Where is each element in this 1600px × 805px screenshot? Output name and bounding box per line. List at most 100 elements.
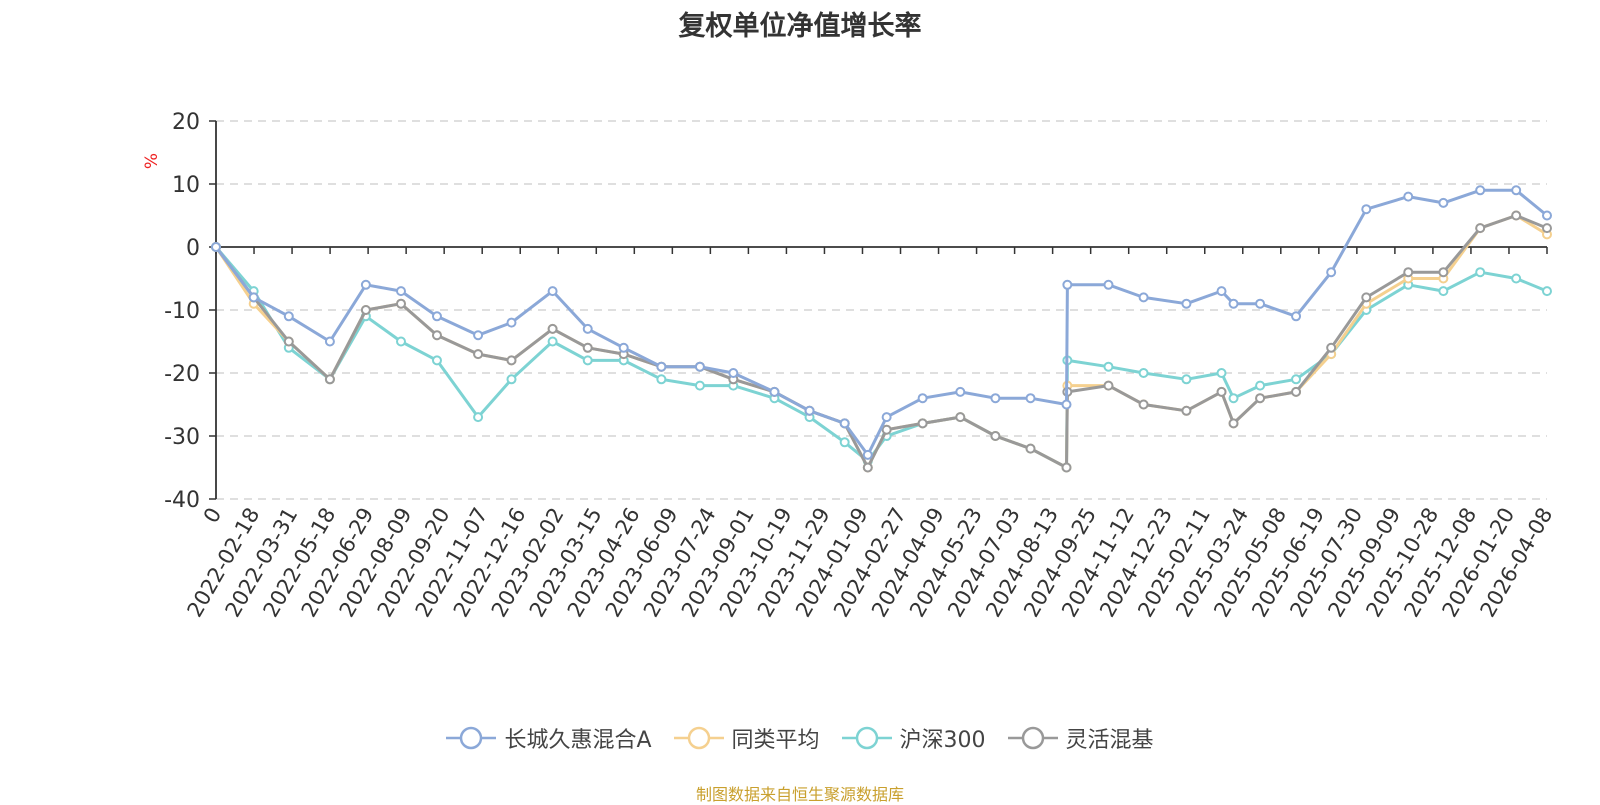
data-point [955, 412, 966, 423]
data-point [1475, 267, 1486, 278]
data-point [917, 418, 928, 429]
data-point [1103, 279, 1114, 290]
data-point [1228, 298, 1239, 309]
data-point [1062, 279, 1073, 290]
y-tick-label: 20 [172, 110, 200, 135]
data-point [1511, 273, 1522, 284]
data-point [694, 380, 705, 391]
data-point [1255, 380, 1266, 391]
x-tick-label: 0 [199, 504, 226, 528]
data-point [1061, 462, 1072, 473]
data-point [1138, 368, 1149, 378]
data-point [917, 393, 928, 404]
legend-label: 灵活混基 [1065, 728, 1154, 753]
data-point [547, 323, 558, 334]
data-point [396, 336, 407, 347]
data-point [694, 361, 705, 372]
data-point [582, 323, 593, 334]
data-point [728, 368, 739, 378]
data-point [473, 412, 484, 423]
data-point [473, 349, 484, 360]
y-axis-label: % [142, 153, 162, 169]
data-point [1228, 418, 1239, 429]
data-point [211, 242, 221, 252]
legend: 长城久惠混合A 同类平均 沪深300 灵活混基 [0, 722, 1600, 754]
tick-labels: 20100-10-20-30-4002022-02-182022-03-3120… [164, 110, 1557, 621]
data-point [990, 431, 1001, 441]
data-point [1511, 185, 1522, 196]
legend-label: 同类平均 [731, 728, 820, 753]
data-point [1025, 443, 1036, 454]
data-point [283, 311, 294, 322]
data-point [1475, 185, 1486, 196]
data-point [360, 279, 371, 290]
data-point [1291, 311, 1302, 322]
data-point [1542, 286, 1552, 297]
data-point [1438, 267, 1449, 278]
legend-circle-icon [446, 726, 497, 750]
data-point [618, 342, 629, 353]
data-point [283, 336, 294, 347]
data-point [547, 286, 558, 297]
data-point [1216, 386, 1227, 397]
data-point [839, 437, 850, 448]
data-point [1181, 298, 1192, 309]
data-point [506, 374, 517, 385]
data-point [1403, 191, 1414, 202]
data-point [396, 286, 407, 297]
series-line-0 [214, 188, 1548, 457]
legend-circle-icon [673, 726, 724, 750]
y-tick-label: 10 [172, 173, 200, 198]
data-point [1103, 361, 1114, 372]
data-point [1542, 223, 1552, 234]
data-point [396, 298, 407, 309]
data-point [839, 418, 850, 429]
data-point [769, 386, 780, 397]
grid-lines [216, 120, 1547, 500]
source-note: 制图数据来自恒生聚源数据库 [695, 785, 904, 804]
data-point [1138, 399, 1149, 410]
data-point [656, 361, 667, 372]
data-point [582, 355, 593, 366]
data-point [1511, 210, 1522, 221]
data-point [360, 305, 371, 315]
data-point [1138, 292, 1149, 303]
legend-item-0[interactable]: 长城久惠混合A [446, 722, 652, 754]
data-point [1475, 223, 1486, 234]
data-point [506, 355, 517, 366]
data-point [1438, 197, 1449, 208]
data-point [324, 374, 335, 385]
data-point [804, 405, 815, 416]
data-point [1542, 210, 1552, 221]
data-point [1403, 267, 1414, 278]
data-point [1255, 393, 1266, 404]
legend-item-2[interactable]: 沪深300 [841, 722, 986, 754]
data-point [656, 374, 667, 385]
y-tick-label: 0 [186, 236, 200, 261]
data-point [248, 292, 259, 303]
series-line-3 [214, 214, 1548, 469]
data-point [990, 393, 1001, 404]
data-point [1291, 386, 1302, 397]
data-point [1228, 393, 1239, 404]
data-point [862, 462, 873, 473]
data-point [1025, 393, 1036, 404]
legend-item-3[interactable]: 灵活混基 [1007, 722, 1154, 754]
data-point [1361, 204, 1372, 215]
data-point [1103, 380, 1114, 391]
y-tick-label: -20 [164, 362, 200, 387]
data-point [473, 330, 484, 341]
chart-title: 复权单位净值增长率 [678, 11, 922, 42]
data-point [862, 449, 873, 460]
data-point [1361, 292, 1372, 303]
data-point [1291, 374, 1302, 385]
data-point [1216, 368, 1227, 378]
y-tick-label: -10 [164, 299, 200, 324]
data-point [1181, 374, 1192, 385]
data-point [547, 336, 558, 347]
y-tick-label: -30 [164, 425, 200, 450]
legend-item-1[interactable]: 同类平均 [673, 722, 820, 754]
legend-circle-icon [841, 726, 892, 750]
data-point [881, 412, 892, 423]
